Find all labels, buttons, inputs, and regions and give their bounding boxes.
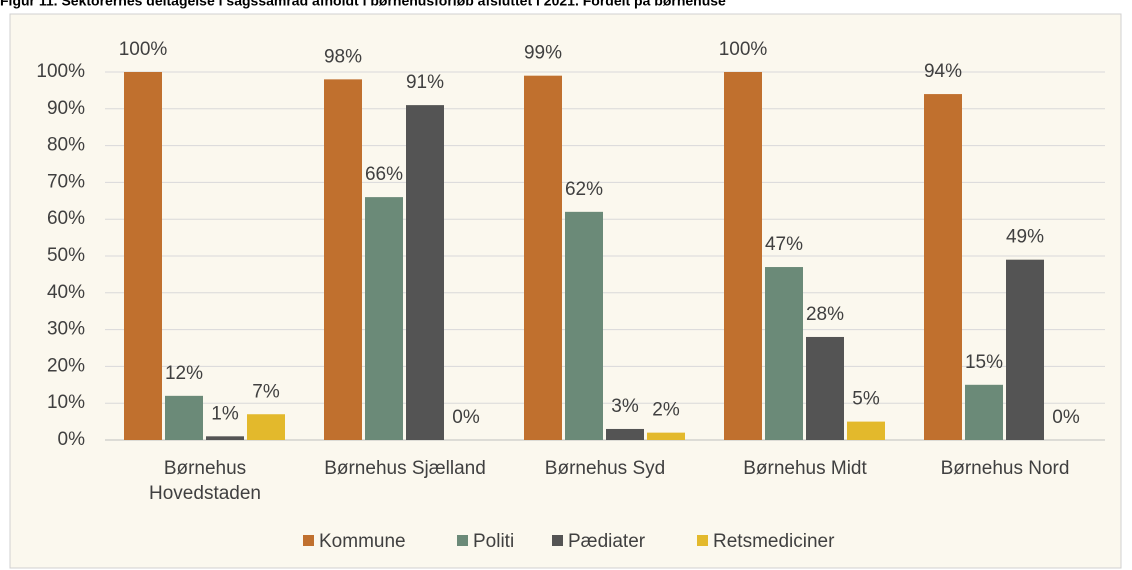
legend-label: Pædiater	[568, 531, 646, 552]
data-label: 49%	[1006, 227, 1044, 248]
legend-swatch	[697, 535, 708, 546]
legend-label: Retsmediciner	[713, 531, 835, 552]
legend-swatch	[457, 535, 468, 546]
data-label: 3%	[611, 396, 639, 417]
y-tick-label: 60%	[47, 208, 85, 229]
y-tick-label: 30%	[47, 319, 85, 340]
y-tick-label: 70%	[47, 171, 85, 192]
data-label: 62%	[565, 179, 603, 200]
data-label: 1%	[211, 403, 239, 424]
bar	[924, 94, 962, 440]
data-label: 12%	[165, 363, 203, 384]
data-label: 99%	[524, 43, 562, 64]
x-tick-label: Børnehus Syd	[544, 458, 666, 479]
bar	[806, 336, 844, 440]
data-label: 47%	[765, 234, 803, 255]
data-label: 100%	[719, 39, 768, 60]
bar	[324, 79, 362, 441]
data-label: 100%	[119, 39, 168, 60]
data-label: 2%	[652, 400, 680, 421]
data-label: 0%	[452, 407, 480, 428]
data-label: 94%	[924, 61, 962, 82]
bar	[165, 395, 203, 440]
bar	[765, 267, 803, 440]
data-label: 5%	[852, 389, 880, 410]
bar	[606, 428, 644, 440]
y-tick-label: 80%	[47, 135, 85, 156]
x-tick-label: Børnehus Nord	[940, 458, 1070, 479]
data-label: 15%	[965, 352, 1003, 373]
y-tick-label: 20%	[47, 355, 85, 376]
bar	[206, 436, 244, 440]
bar	[247, 414, 285, 440]
y-tick-label: 0%	[58, 429, 86, 450]
data-label: 7%	[252, 381, 280, 402]
y-tick-label: 50%	[47, 245, 85, 266]
y-tick-label: 10%	[47, 392, 85, 413]
data-label: 0%	[1052, 407, 1080, 428]
y-tick-label: 90%	[47, 98, 85, 119]
bar	[406, 105, 444, 441]
bar	[1006, 259, 1044, 440]
chart-title: Figur 11. Sektorernes deltagelse i sagss…	[0, 0, 726, 9]
bar	[647, 432, 685, 440]
legend-label: Politi	[473, 531, 514, 552]
x-tick-label: Børnehus Hovedstaden	[149, 458, 261, 504]
bar	[847, 421, 885, 440]
y-tick-label: 40%	[47, 282, 85, 303]
legend-swatch	[552, 535, 563, 546]
x-tick-label: Børnehus Sjælland	[324, 458, 486, 479]
legend-swatch	[303, 535, 314, 546]
data-label: 28%	[806, 304, 844, 325]
bar	[565, 211, 603, 440]
legend-label: Kommune	[319, 531, 406, 552]
data-label: 66%	[365, 164, 403, 185]
bar	[124, 72, 162, 440]
bar	[724, 72, 762, 440]
data-label: 91%	[406, 72, 444, 93]
data-label: 98%	[324, 46, 362, 67]
bar	[365, 197, 403, 440]
bar	[965, 384, 1003, 440]
x-tick-label: Børnehus Midt	[743, 458, 867, 479]
y-tick-label: 100%	[36, 61, 85, 82]
bar	[524, 75, 562, 441]
